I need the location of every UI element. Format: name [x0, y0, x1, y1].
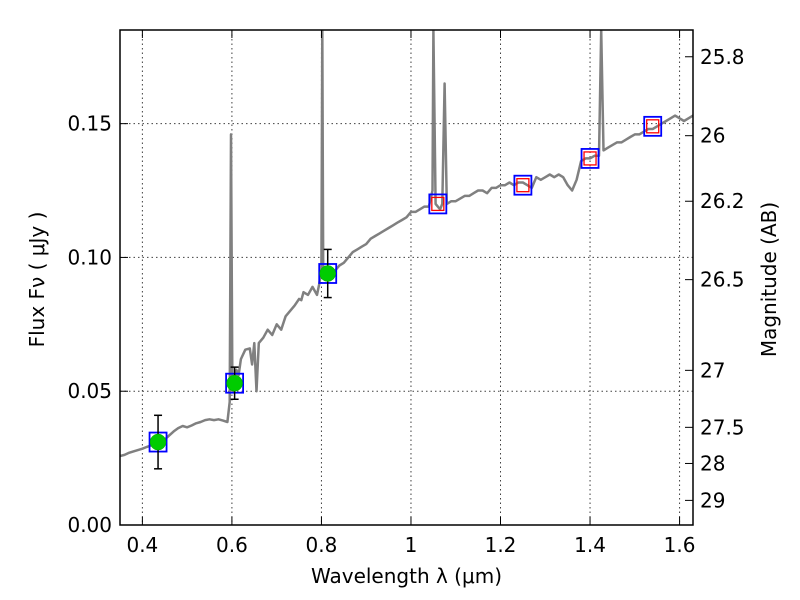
upper-limit-square	[431, 196, 445, 212]
y2-tick-label: 26	[700, 124, 725, 148]
observed-photometry-point	[319, 265, 336, 282]
y2-tick-label: 28	[700, 451, 725, 475]
plot-frame	[119, 29, 694, 526]
marker-layer	[148, 115, 663, 470]
x-tick-label: 1	[405, 533, 418, 557]
y-tick-label: 0.00	[67, 513, 112, 537]
model-spectrum-line	[120, 30, 693, 458]
grid-layer	[120, 30, 693, 526]
y2-tick-label: 27	[700, 358, 725, 382]
y-axis-label: Flux Fν ( μJy )	[25, 212, 49, 348]
x-tick-label: 0.6	[216, 533, 248, 557]
y2-tick-label: 25.8	[700, 45, 745, 69]
y2-axis-label: Magnitude (AB)	[757, 202, 781, 357]
upper-limit-square	[646, 119, 660, 134]
y2-tick-label: 29	[700, 488, 725, 512]
ticks-layer: 0.4 0.6 0.8 1 1.2 1.4 1.6 0.00 0.05 0.10 0.15 25.8 2…	[67, 30, 745, 557]
y2-tick-label: 27.5	[700, 415, 745, 439]
x-tick-label: 0.8	[306, 533, 338, 557]
upper-limit-square	[583, 151, 597, 166]
y2-tick-label: 26.2	[700, 189, 745, 213]
y-tick-label: 0.05	[67, 379, 112, 403]
x-tick-label: 0.4	[126, 533, 158, 557]
observed-photometry-point	[149, 433, 167, 451]
upper-limit-square	[516, 178, 530, 193]
x-axis-label: Wavelength λ (μm)	[311, 564, 502, 588]
x-tick-label: 1.6	[664, 533, 696, 557]
model-photometry-square	[580, 148, 600, 169]
observed-photometry-point	[226, 374, 243, 392]
y2-tick-label: 26.5	[700, 268, 745, 292]
series-layer	[120, 30, 693, 458]
x-tick-label: 1.2	[485, 533, 517, 557]
y-tick-label: 0.10	[67, 245, 112, 269]
model-photometry-square	[513, 174, 533, 196]
model-photometry-square	[428, 193, 448, 215]
x-tick-label: 1.4	[574, 533, 606, 557]
model-photometry-square	[643, 115, 663, 137]
y-tick-label: 0.15	[67, 112, 112, 136]
